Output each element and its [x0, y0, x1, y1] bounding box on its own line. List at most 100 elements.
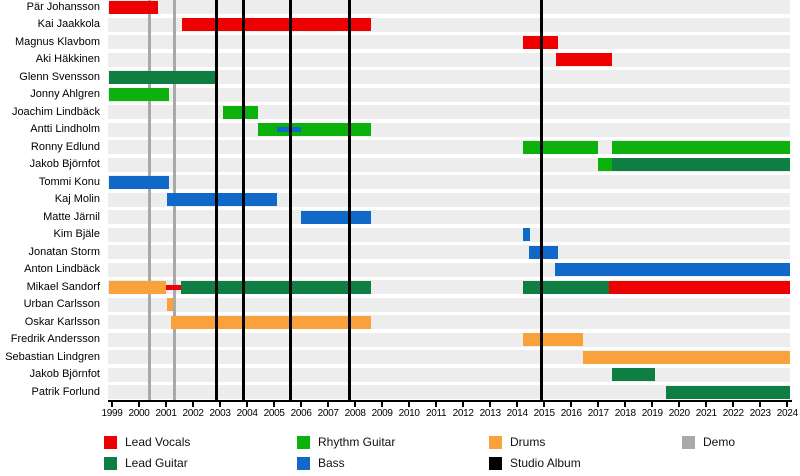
row-stripe — [108, 122, 790, 137]
legend-label: Drums — [510, 435, 546, 449]
axis-tick — [597, 402, 600, 407]
member-label: Matte Järnil — [43, 210, 100, 223]
year-label: 2001 — [155, 408, 177, 419]
member-label: Oskar Karlsson — [24, 315, 100, 328]
role-bar-bass — [301, 210, 372, 224]
axis-tick — [381, 402, 384, 407]
axis-tick — [408, 402, 411, 407]
row-stripe — [108, 52, 790, 67]
member-label: Pär Johansson — [26, 0, 100, 13]
role-bar-lead_guitar — [611, 368, 655, 381]
lead_guitar-swatch — [104, 457, 117, 470]
studio-album-line — [288, 0, 292, 400]
rhythm_guitar-swatch — [297, 436, 310, 449]
axis-tick — [678, 402, 681, 407]
axis-tick — [165, 402, 168, 407]
year-label: 1999 — [101, 408, 123, 419]
axis-tick — [300, 402, 303, 407]
row-stripe — [108, 0, 790, 14]
role-bar-lead_vocals — [609, 280, 790, 294]
member-label: Fredrik Andersson — [10, 333, 100, 345]
role-bar-rhythm_guitar — [522, 140, 599, 154]
axis-tick — [138, 402, 141, 407]
member-label: Aki Häkkinen — [35, 53, 100, 65]
axis-tick — [705, 402, 708, 407]
axis-tick — [759, 402, 762, 407]
axis-tick — [273, 402, 276, 407]
role-bar-drums — [109, 280, 167, 294]
legend-label: Studio Album — [510, 456, 581, 470]
member-label: Kaj Molin — [54, 193, 100, 205]
role-bar-drums — [167, 298, 173, 311]
row-stripe — [108, 297, 790, 312]
role-bar-bass — [529, 245, 558, 259]
row-stripe — [108, 367, 790, 382]
role-bar-rhythm_guitar — [257, 123, 372, 136]
year-label: 2023 — [749, 408, 771, 419]
row-stripe — [108, 192, 790, 207]
year-label: 2020 — [668, 408, 690, 419]
demo-line — [147, 0, 151, 400]
axis-tick — [111, 402, 114, 407]
member-label: Joachim Lindbäck — [11, 105, 100, 118]
member-label: Antti Lindholm — [30, 123, 100, 135]
legend-label: Demo — [703, 435, 736, 449]
member-label: Kai Jaakkola — [37, 18, 100, 30]
role-bar-bass — [555, 263, 790, 276]
row-stripe — [108, 175, 790, 189]
row-stripe — [108, 227, 790, 242]
x-axis-line — [108, 400, 792, 402]
year-label: 2014 — [506, 408, 528, 419]
axis-tick — [651, 402, 654, 407]
year-label: 2022 — [722, 408, 744, 419]
year-label: 2003 — [209, 408, 231, 419]
row-stripe — [108, 87, 790, 102]
year-label: 2015 — [533, 408, 555, 419]
role-bar-lead_guitar — [611, 158, 790, 171]
year-label: 2010 — [398, 408, 420, 419]
member-label: Jonatan Storm — [28, 245, 100, 258]
member-label: Mikael Sandorf — [26, 280, 100, 293]
role-bar-lead_guitar — [665, 385, 790, 399]
role-bar-rhythm_guitar — [222, 105, 258, 119]
role-bar-drums — [583, 350, 790, 364]
role-bar-lead_vocals — [182, 18, 372, 31]
axis-tick — [732, 402, 735, 407]
role-bar-drums — [171, 315, 372, 329]
member-label: Jakob Björnfot — [29, 158, 100, 170]
member-label: Jakob Björnfot — [29, 368, 100, 380]
member-label: Magnus Klavbom — [15, 35, 100, 48]
role-bar-lead_vocals — [166, 284, 181, 290]
axis-tick — [192, 402, 195, 407]
row-stripe — [108, 332, 790, 347]
role-bar-rhythm_guitar — [598, 158, 612, 171]
role-bar-lead_vocals — [109, 0, 158, 14]
row-stripe — [108, 35, 790, 49]
year-label: 2002 — [182, 408, 204, 419]
year-label: 2024 — [776, 408, 798, 419]
lead_vocals-swatch — [104, 436, 117, 449]
axis-tick — [543, 402, 546, 407]
year-label: 2017 — [587, 408, 609, 419]
axis-tick — [327, 402, 330, 407]
year-label: 2013 — [479, 408, 501, 419]
role-bar-lead_guitar — [109, 70, 218, 84]
member-label: Tommi Konu — [38, 175, 100, 188]
studio-album-line — [347, 0, 351, 400]
member-label: Patrik Forlund — [31, 385, 100, 398]
role-bar-lead_guitar — [522, 280, 610, 294]
role-bar-lead_guitar — [180, 280, 372, 294]
year-label: 2009 — [371, 408, 393, 419]
studio_album-swatch — [489, 457, 502, 470]
role-bar-bass — [522, 228, 530, 241]
year-label: 2005 — [263, 408, 285, 419]
axis-tick — [624, 402, 627, 407]
role-bar-bass — [109, 175, 169, 189]
year-label: 2007 — [317, 408, 339, 419]
studio-album-line — [540, 0, 543, 400]
axis-tick — [489, 402, 492, 407]
role-bar-lead_vocals — [556, 53, 612, 66]
year-label: 2000 — [128, 408, 150, 419]
member-label: Anton Lindbäck — [24, 263, 100, 275]
